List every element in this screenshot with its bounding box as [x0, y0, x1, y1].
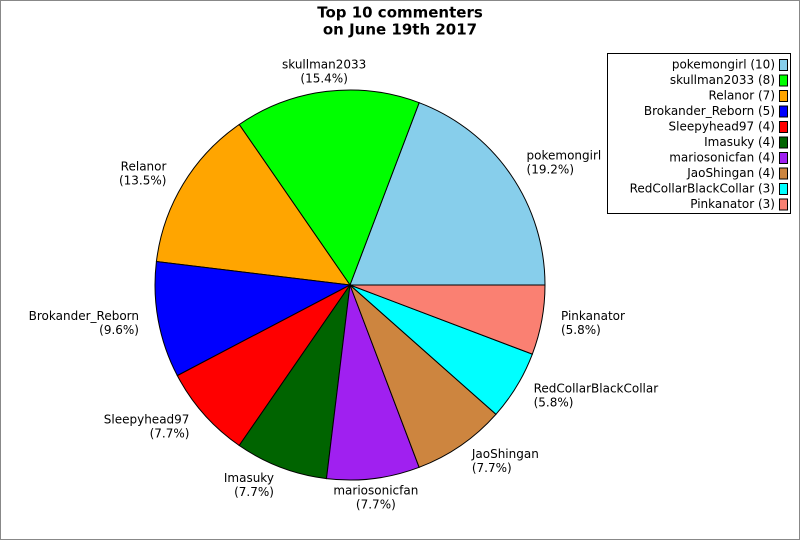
legend-label: mariosonicfan (4)	[669, 151, 775, 165]
pie-slice	[325, 284, 420, 481]
slice-label: JaoShingan	[471, 447, 539, 461]
pie-slice	[349, 284, 546, 355]
pie-slice	[238, 284, 351, 480]
legend-swatch	[779, 90, 788, 102]
legend-swatch	[779, 121, 788, 133]
legend-swatch	[779, 198, 788, 211]
slice-label: pokemongirl	[527, 149, 602, 163]
slice-percent-label: (7.7%)	[234, 485, 274, 499]
slice-percent-label: (7.7%)	[150, 427, 190, 441]
slice-percent-label: (13.5%)	[119, 174, 166, 188]
slice-label: Sleepyhead97	[104, 413, 190, 427]
legend-label: Pinkanator (3)	[690, 197, 775, 211]
legend-swatch	[779, 74, 788, 87]
pie-slice	[176, 284, 351, 447]
chart-title: on June 19th 2017	[323, 21, 477, 39]
pie-slice	[349, 102, 546, 286]
legend-swatch	[779, 59, 788, 71]
slice-percent-label: (15.4%)	[300, 72, 347, 86]
legend-label: Relanor (7)	[708, 89, 775, 103]
legend-label: pokemongirl (10)	[672, 58, 775, 72]
legend-label: Imasuky (4)	[704, 135, 775, 149]
slice-label: Pinkanator	[561, 309, 625, 323]
slice-percent-label: (5.8%)	[534, 395, 574, 409]
legend-label: RedCollarBlackCollar (3)	[630, 182, 775, 196]
chart-title: Top 10 commenters	[317, 4, 483, 22]
pie-slice	[154, 260, 352, 377]
slice-label: Imasuky	[224, 471, 274, 485]
legend-label: Brokander_Reborn (5)	[644, 104, 775, 118]
legend-box	[607, 53, 791, 214]
legend-label: JaoShingan (4)	[686, 166, 775, 180]
slice-percent-label: (5.8%)	[561, 323, 601, 337]
slice-label: mariosonicfan	[333, 483, 418, 497]
legend-label: Sleepyhead97 (4)	[669, 120, 775, 134]
pie-slice	[155, 123, 352, 286]
slice-label: skullman2033	[282, 58, 366, 72]
slice-percent-label: (7.7%)	[472, 461, 512, 475]
slice-percent-label: (9.6%)	[99, 323, 139, 337]
legend-swatch	[779, 167, 788, 180]
legend-swatch	[779, 105, 788, 118]
slice-label: Brokander_Reborn	[29, 309, 139, 323]
slice-percent-label: (19.2%)	[527, 163, 574, 177]
pie-slice	[238, 89, 420, 287]
slice-percent-label: (7.7%)	[356, 497, 396, 511]
legend-swatch	[779, 136, 788, 149]
pie-slice	[349, 284, 497, 468]
slice-label: Relanor	[121, 160, 167, 174]
legend-swatch	[779, 183, 788, 195]
legend-swatch	[779, 152, 788, 164]
legend-label: skullman2033 (8)	[670, 73, 775, 87]
slice-label: RedCollarBlackCollar	[534, 381, 659, 395]
